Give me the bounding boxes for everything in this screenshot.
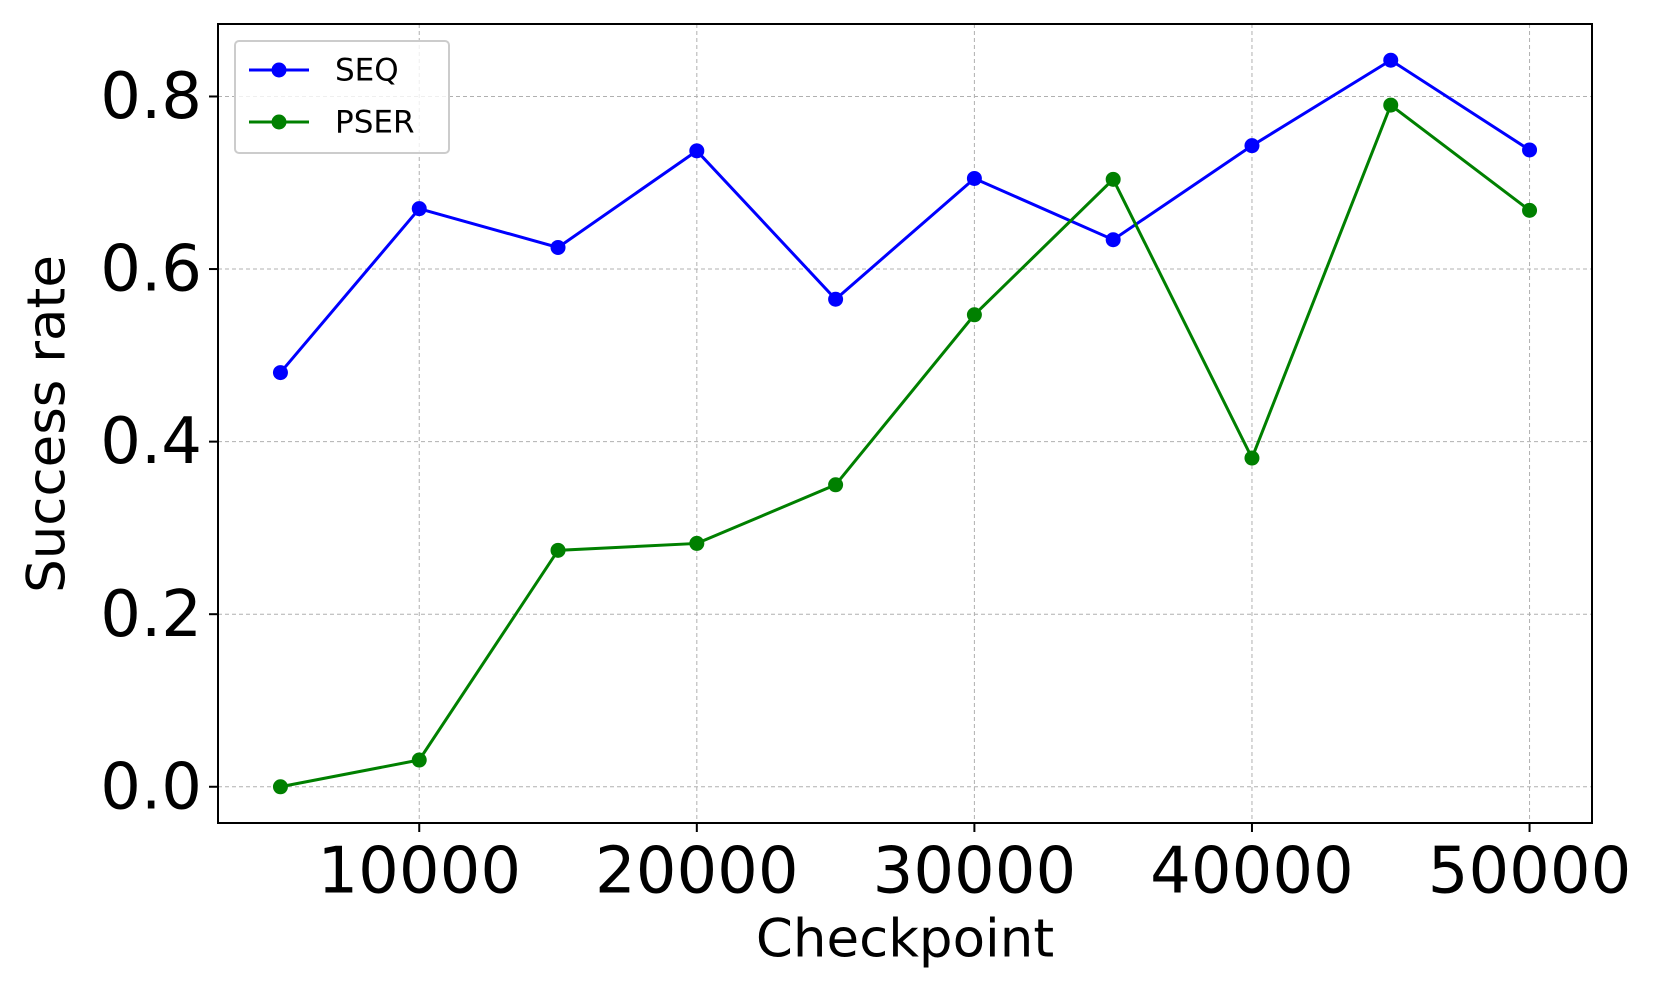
y-tick-label: 0.6 [100,233,202,307]
x-tick-label: 50000 [1428,835,1632,909]
y-axis-label: Success rate [17,255,78,593]
point [550,542,566,558]
point [1105,232,1121,248]
point [272,365,288,381]
y-tick-label: 0.0 [100,750,202,824]
x-tick-label: 40000 [1150,835,1354,909]
point [828,291,844,307]
point [689,143,705,159]
point [1522,142,1538,158]
y-tick-label: 0.4 [100,405,202,479]
point [1383,52,1399,68]
point [411,752,427,768]
y-tick-label: 0.2 [100,578,202,652]
point [1105,171,1121,187]
legend-label: PSER [335,105,415,141]
point [1244,138,1260,154]
x-tick-label: 20000 [595,835,799,909]
series-line [279,58,1531,374]
point [1244,450,1260,466]
legend-marker [271,114,287,130]
point [1522,202,1538,218]
point [966,307,982,323]
point [828,477,844,493]
x-tick-label: 10000 [317,835,521,909]
point [550,239,566,255]
y-tick-label: 0.8 [100,60,202,134]
point [689,535,705,551]
series-line [280,102,1531,789]
plot-frame [217,23,1593,824]
x-axis-label: Checkpoint [756,909,1054,970]
point [272,779,288,795]
legend-label: SEQ [335,53,399,89]
point [1383,97,1399,113]
x-tick-label: 30000 [873,835,1077,909]
point [966,170,982,186]
legend-marker [271,62,287,78]
point [411,201,427,217]
